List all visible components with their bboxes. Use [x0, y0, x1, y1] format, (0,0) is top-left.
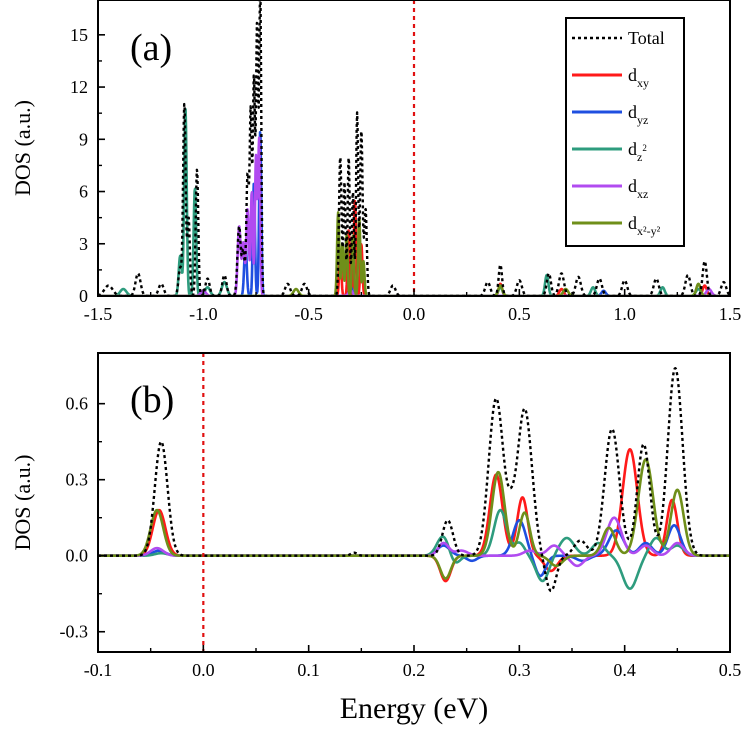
y-tick-label: 3: [79, 234, 88, 254]
x-tick-label: -1.5: [84, 304, 113, 324]
x-tick-label: 0.3: [508, 660, 531, 680]
panel-b-y-axis-title: DOS (a.u.): [10, 455, 35, 551]
y-tick-label: 0: [79, 286, 88, 306]
legend-box: [565, 17, 685, 247]
x-tick-label: 1.0: [613, 304, 636, 324]
legend-label-dxz: dxz: [628, 176, 648, 201]
legend-label-dx2-y2: dx²-y²: [628, 213, 661, 238]
legend-label-dz2: dz2: [628, 139, 647, 164]
x-tick-label: -0.5: [294, 304, 323, 324]
y-tick-label: 6: [79, 182, 88, 202]
legend-label-total: Total: [628, 28, 665, 48]
panel-b-curves: [98, 367, 730, 593]
panel-a: -1.5 -1.0 -0.5 0.0 0.5 1.0 1.5 0 3 6 9 12 15 (a) DOS…: [10, 0, 741, 324]
y-tick-label: 0.0: [66, 546, 89, 566]
panel-a-label: (a): [130, 27, 172, 69]
legend-label-dxy: dxy: [628, 65, 649, 90]
panel-a-y-axis-title: DOS (a.u.): [10, 100, 35, 196]
panel-b: -0.1 0.0 0.1 0.2 0.3 0.4 0.5-0.30.00.30.6 (b) …: [10, 352, 742, 725]
x-tick-label: 0.0: [403, 304, 426, 324]
y-tick-label: 0.3: [66, 470, 89, 490]
panel-b-plot-frame: [97, 352, 731, 653]
y-tick-label: -0.3: [60, 622, 89, 642]
y-tick-label: 0.6: [66, 394, 89, 414]
x-tick-label: 1.5: [719, 304, 742, 324]
panel-b-label: (b): [130, 379, 174, 421]
series-total-line: [98, 367, 730, 593]
panel-a-legend: Total dxy dyz dz2 dxz dx²-y²: [565, 17, 685, 247]
x-tick-label: 0.5: [719, 660, 742, 680]
x-tick-label: 0.0: [192, 660, 215, 680]
panel-a-ticks: -1.5 -1.0 -0.5 0.0 0.5 1.0 1.5 0 3 6 9 12 15: [70, 25, 741, 324]
x-tick-label: 0.5: [508, 304, 531, 324]
panel-b-ticks: -0.1 0.0 0.1 0.2 0.3 0.4 0.5 -0.3 0.0 0.3 0.6: [60, 394, 742, 680]
panel-b-x-axis-title: Energy (eV): [340, 692, 489, 725]
x-tick-label: 0.4: [613, 660, 636, 680]
x-tick-label: -1.0: [189, 304, 218, 324]
x-tick-label: 0.1: [297, 660, 320, 680]
y-tick-label: 12: [70, 77, 88, 97]
x-tick-label: 0.2: [403, 660, 426, 680]
legend-label-dyz: dyz: [628, 102, 648, 127]
x-tick-label: -0.1: [84, 660, 113, 680]
y-tick-label: 15: [70, 25, 88, 45]
y-tick-label: 9: [79, 129, 88, 149]
